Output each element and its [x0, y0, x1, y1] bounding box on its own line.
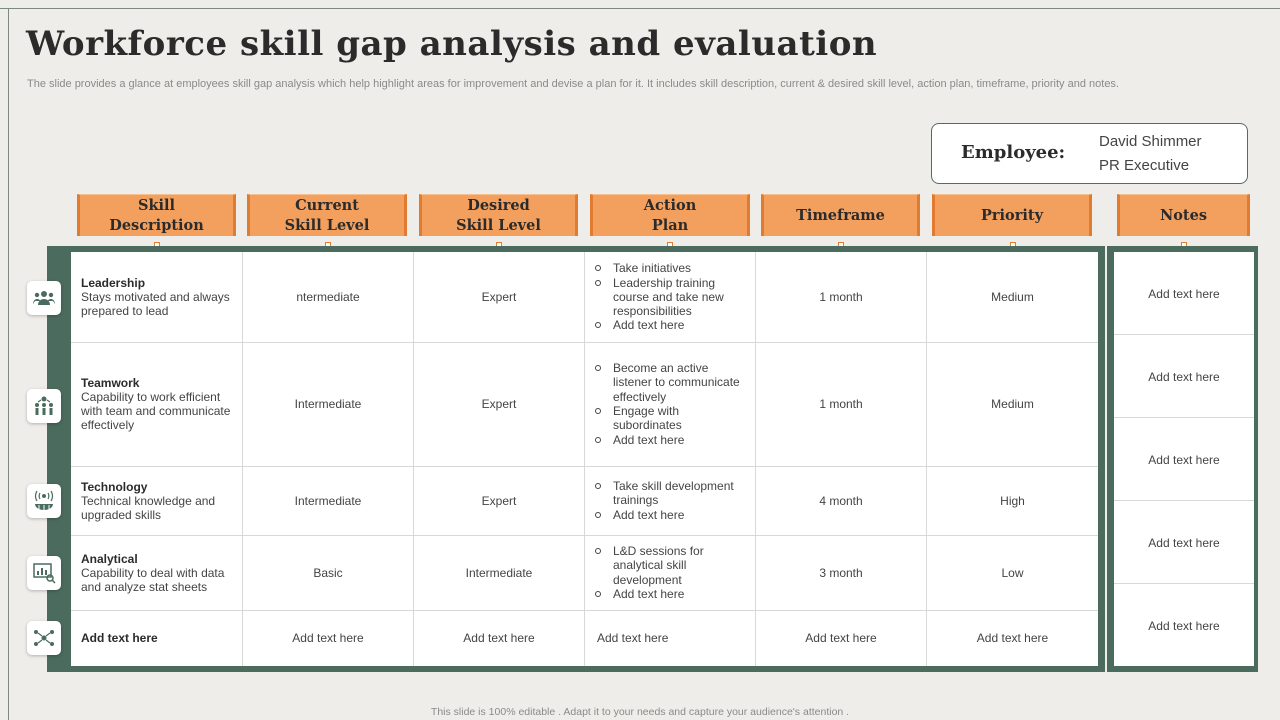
- page-subtitle: The slide provides a glance at employees…: [27, 78, 1119, 90]
- frame-top-line: [0, 8, 1280, 9]
- header-priority: Priority: [932, 194, 1092, 236]
- priority-cell: Medium: [991, 397, 1034, 411]
- timeframe-cell: 1 month: [819, 397, 863, 411]
- network-people-icon: [27, 621, 61, 655]
- skill-name: Teamwork: [81, 376, 140, 390]
- desired-skill-level: Expert: [481, 397, 517, 411]
- skill-name: Leadership: [81, 276, 146, 290]
- employee-label: Employee:: [961, 142, 1066, 163]
- skill-description-cell: Add text here: [81, 610, 239, 666]
- header-line: Skill: [137, 196, 176, 214]
- notes-divider: [1114, 583, 1254, 584]
- skill-name: Technology: [81, 479, 148, 494]
- header-notes: Notes: [1117, 194, 1250, 236]
- priority-cell: Low: [1001, 565, 1024, 580]
- technology-globe-icon: [27, 484, 61, 518]
- current-skill-level: Intermediate: [294, 397, 362, 411]
- column-divider: [584, 252, 585, 666]
- note-cell: Add text here: [1148, 452, 1220, 467]
- row-divider: [71, 610, 1098, 611]
- note-cell: Add text here: [1148, 369, 1220, 384]
- header-timeframe: Timeframe: [761, 194, 920, 236]
- action-plan-item: Add text here: [592, 318, 750, 332]
- notes-divider: [1114, 417, 1254, 418]
- header-line: Desired: [467, 196, 530, 214]
- action-plan-item: Become an active listener to communicate…: [592, 361, 750, 404]
- action-plan-item: Leadership training course and take new …: [592, 276, 750, 319]
- header-line: Plan: [651, 216, 689, 234]
- skill-description: Technical knowledge and upgraded skills: [81, 493, 216, 522]
- header-skill-description: Skill Description: [77, 194, 236, 236]
- action-plan-item: L&D sessions for analytical skill develo…: [592, 544, 750, 587]
- leadership-group-icon: [27, 281, 61, 315]
- skill-description: Capability to work efficient with team a…: [81, 390, 231, 432]
- note-cell: Add text here: [1148, 618, 1220, 633]
- column-divider: [755, 252, 756, 666]
- skill-description-cell: Leadership Stays motivated and always pr…: [81, 252, 239, 342]
- header-line: Skill Level: [456, 216, 541, 234]
- row-divider: [71, 535, 1098, 536]
- row-divider: [71, 466, 1098, 467]
- desired-skill-level: Add text here: [463, 631, 535, 645]
- column-divider: [926, 252, 927, 666]
- timeframe-cell: 1 month: [819, 290, 863, 304]
- skill-name: Add text here: [81, 631, 158, 645]
- skill-description-cell: Teamwork Capability to work efficient wi…: [81, 342, 239, 466]
- action-plan-cell: Take initiatives Leadership training cou…: [592, 252, 750, 342]
- priority-cell: Medium: [991, 290, 1034, 304]
- action-plan-item: Add text here: [592, 508, 750, 522]
- notes-divider: [1114, 500, 1254, 501]
- current-skill-level: Intermediate: [294, 493, 362, 508]
- action-plan-cell: Take skill development trainings Add tex…: [592, 466, 750, 535]
- header-action-plan: Action Plan: [590, 194, 750, 236]
- desired-skill-level: Expert: [481, 493, 517, 508]
- desired-skill-level: Intermediate: [465, 565, 533, 580]
- skill-description-cell: Technology Technical knowledge and upgra…: [81, 466, 239, 535]
- header-desired-skill-level: Desired Skill Level: [419, 194, 578, 236]
- action-plan-item: Add text here: [592, 433, 750, 447]
- header-line: Description: [109, 216, 204, 234]
- timeframe-cell: 4 month: [819, 493, 863, 508]
- analytics-chart-icon: [27, 556, 61, 590]
- notes-divider: [1114, 334, 1254, 335]
- priority-cell: High: [1000, 493, 1025, 508]
- note-cell: Add text here: [1148, 535, 1220, 550]
- notes-body: [1114, 252, 1254, 666]
- action-plan-item: Engage with subordinates: [592, 404, 750, 433]
- column-divider: [242, 252, 243, 666]
- skill-description: Capability to deal with data and analyze…: [81, 565, 225, 594]
- current-skill-level: ntermediate: [296, 290, 360, 304]
- action-plan-item: Take skill development trainings: [592, 479, 750, 508]
- page-title: Workforce skill gap analysis and evaluat…: [26, 24, 878, 64]
- column-divider: [413, 252, 414, 666]
- timeframe-cell: 3 month: [819, 565, 863, 580]
- note-cell: Add text here: [1148, 286, 1220, 301]
- skill-description-cell: Analytical Capability to deal with data …: [81, 535, 239, 610]
- frame-left-line: [8, 8, 9, 720]
- header-line: Skill Level: [284, 216, 370, 234]
- priority-cell: Add text here: [976, 631, 1049, 645]
- employee-role: PR Executive: [1099, 157, 1190, 174]
- header-line: Action: [643, 196, 697, 214]
- action-plan-cell: Add text here: [597, 631, 669, 645]
- current-skill-level: Basic: [313, 565, 343, 580]
- row-divider: [71, 342, 1098, 343]
- timeframe-cell: Add text here: [805, 631, 877, 645]
- header-line: Current: [295, 196, 359, 214]
- action-plan-cell: Become an active listener to communicate…: [592, 342, 750, 466]
- teamwork-icon: [27, 389, 61, 423]
- header-current-skill-level: Current Skill Level: [247, 194, 407, 236]
- employee-name: David Shimmer: [1099, 133, 1202, 150]
- desired-skill-level: Expert: [481, 290, 517, 304]
- action-plan-cell: L&D sessions for analytical skill develo…: [592, 535, 750, 610]
- current-skill-level: Add text here: [292, 631, 364, 645]
- action-plan-item: Add text here: [592, 587, 750, 601]
- skill-description: Stays motivated and always prepared to l…: [81, 290, 230, 318]
- footer-note: This slide is 100% editable . Adapt it t…: [430, 706, 850, 718]
- skill-name: Analytical: [81, 551, 138, 566]
- action-plan-item: Take initiatives: [592, 261, 750, 275]
- employee-box: Employee: David Shimmer PR Executive: [931, 123, 1248, 184]
